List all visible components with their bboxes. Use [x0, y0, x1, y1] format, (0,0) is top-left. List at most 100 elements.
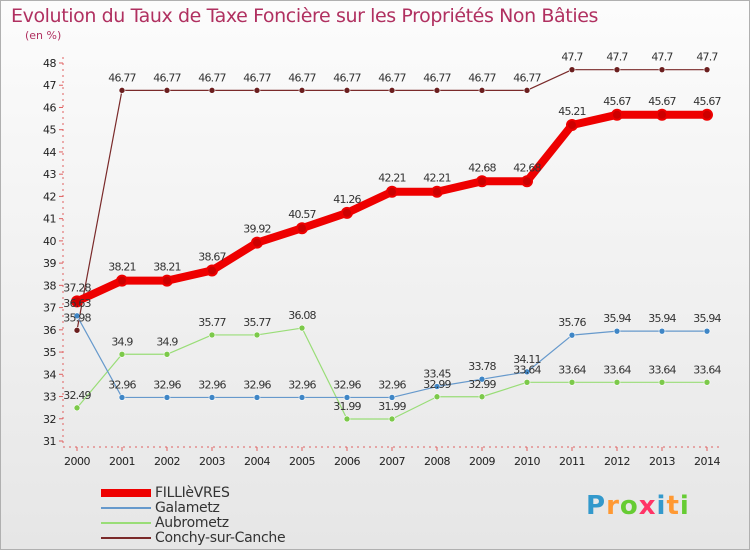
- data-point-1: [163, 394, 171, 401]
- data-label-0: 40.57: [288, 208, 316, 221]
- data-point-1: [298, 394, 306, 401]
- x-tick-label: 2007: [379, 455, 405, 468]
- data-point-2: [298, 324, 306, 332]
- data-point-2: [613, 378, 621, 386]
- data-label-1: 35.94: [693, 312, 721, 325]
- data-point-0: [116, 274, 128, 287]
- data-label-2: 33.64: [648, 363, 676, 376]
- data-label-0: 45.21: [558, 105, 586, 118]
- data-point-0: [566, 119, 578, 132]
- data-point-3: [343, 87, 351, 94]
- data-point-2: [208, 331, 216, 339]
- data-point-0: [611, 108, 623, 121]
- data-label-3: 47.7: [696, 51, 718, 64]
- data-point-1: [703, 327, 711, 335]
- data-label-3: 46.77: [333, 71, 361, 84]
- data-label-2: 36.08: [288, 309, 316, 322]
- data-point-1: [73, 312, 81, 320]
- data-point-3: [118, 87, 126, 94]
- x-tick-label: 2010: [514, 455, 540, 468]
- data-point-2: [658, 378, 666, 386]
- data-label-2: 32.99: [468, 378, 496, 391]
- data-label-1: 33.45: [423, 368, 451, 381]
- data-label-2: 33.64: [603, 363, 631, 376]
- data-label-0: 38.67: [198, 250, 226, 263]
- data-point-2: [343, 415, 351, 423]
- data-point-1: [118, 394, 126, 401]
- data-label-0: 45.67: [603, 95, 631, 108]
- legend-label-2: Aubrometz: [155, 515, 229, 531]
- data-point-1: [523, 368, 531, 376]
- data-label-0: 37.28: [63, 281, 91, 294]
- y-tick-label: 41: [43, 213, 56, 226]
- data-label-1: 35.94: [648, 312, 676, 325]
- data-point-0: [341, 206, 353, 219]
- data-label-0: 38.21: [108, 261, 136, 274]
- x-tick-label: 2000: [64, 455, 90, 468]
- x-tick-label: 2014: [694, 455, 720, 468]
- logo-letter: t: [666, 491, 680, 521]
- x-tick-label: 2008: [424, 455, 450, 468]
- data-point-0: [161, 274, 173, 287]
- data-point-2: [253, 331, 261, 339]
- y-tick-label: 46: [43, 101, 56, 114]
- data-point-0: [521, 175, 533, 188]
- data-label-2: 35.77: [243, 316, 271, 329]
- data-point-1: [388, 394, 396, 401]
- data-label-2: 32.49: [63, 389, 91, 402]
- data-point-1: [253, 394, 261, 401]
- x-tick-label: 2009: [469, 455, 495, 468]
- data-point-0: [656, 108, 668, 121]
- data-point-3: [208, 87, 216, 94]
- data-point-2: [478, 393, 486, 401]
- data-point-3: [433, 87, 441, 94]
- data-point-3: [703, 66, 711, 73]
- data-point-1: [613, 327, 621, 335]
- y-tick-label: 36: [43, 324, 56, 337]
- data-label-0: 41.26: [333, 193, 361, 206]
- x-tick-label: 2012: [604, 455, 630, 468]
- y-tick-label: 45: [43, 124, 56, 137]
- data-point-1: [478, 375, 486, 383]
- data-point-1: [658, 327, 666, 335]
- data-label-3: 47.7: [561, 51, 583, 64]
- series-line-3: [76, 69, 707, 331]
- logo-letter: r: [606, 491, 620, 521]
- data-label-1: 32.96: [378, 378, 406, 391]
- data-point-3: [568, 66, 576, 73]
- data-label-1: 36.63: [63, 297, 91, 310]
- x-tick-label: 2006: [334, 455, 360, 468]
- x-tick-label: 2002: [154, 455, 180, 468]
- data-point-3: [658, 66, 666, 73]
- data-point-0: [386, 185, 398, 198]
- logo-letter: i: [679, 491, 690, 521]
- data-point-3: [73, 326, 81, 334]
- x-tick-label: 2013: [649, 455, 675, 468]
- y-tick-label: 37: [43, 302, 56, 315]
- data-point-2: [568, 378, 576, 386]
- data-point-3: [163, 87, 171, 94]
- y-tick-label: 43: [43, 168, 56, 181]
- x-tick-label: 2001: [109, 455, 135, 468]
- data-label-1: 35.76: [558, 316, 586, 329]
- y-axis-unit: (en %): [25, 29, 62, 42]
- data-label-3: 46.77: [243, 71, 271, 84]
- data-label-3: 46.77: [153, 71, 181, 84]
- y-tick-label: 31: [43, 435, 56, 448]
- data-label-1: 32.96: [288, 378, 316, 391]
- data-point-0: [701, 108, 713, 121]
- data-point-1: [568, 331, 576, 339]
- legend-swatch-3: [101, 537, 151, 539]
- legend-label-1: Galametz: [155, 500, 220, 516]
- data-label-1: 32.96: [108, 378, 136, 391]
- data-label-0: 42.21: [423, 172, 451, 185]
- y-tick-label: 47: [43, 79, 56, 92]
- y-tick-label: 34: [43, 368, 56, 381]
- chart-title: Evolution du Taux de Taxe Foncière sur l…: [11, 5, 599, 27]
- data-label-2: 31.99: [378, 400, 406, 413]
- data-point-0: [296, 222, 308, 235]
- data-point-0: [71, 295, 83, 308]
- data-label-0: 45.67: [693, 95, 721, 108]
- data-point-1: [208, 394, 216, 401]
